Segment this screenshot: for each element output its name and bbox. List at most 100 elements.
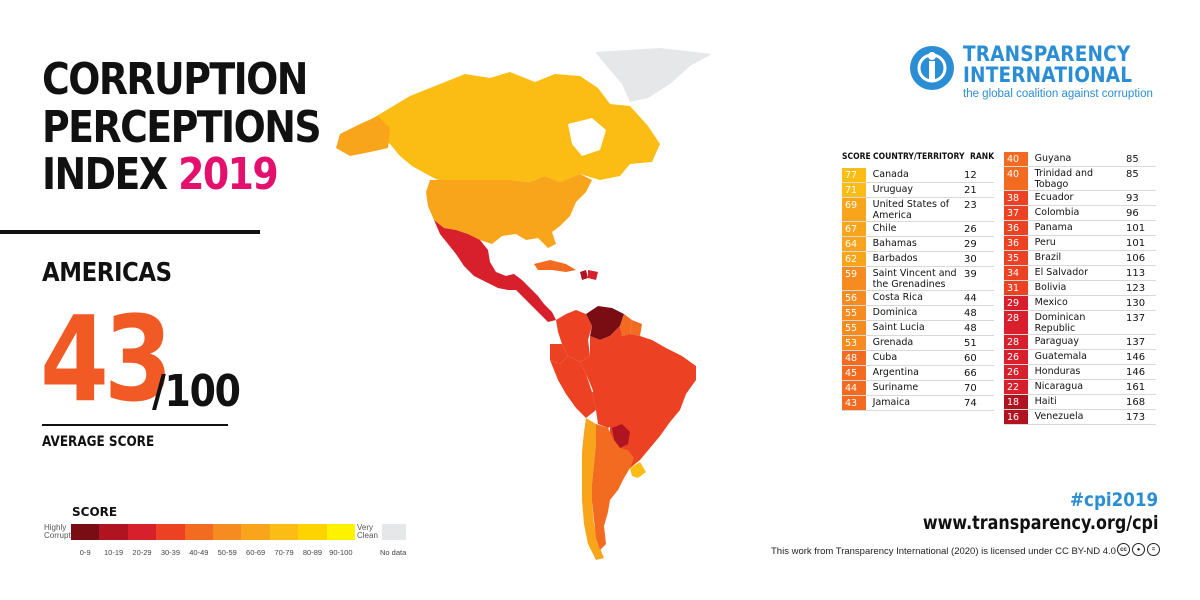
row-country: Jamaica bbox=[872, 397, 911, 408]
transparency-international-logo[interactable]: TRANSPARENCY INTERNATIONAL the global co… bbox=[908, 44, 1168, 104]
hashtag-link[interactable]: #cpi2019 bbox=[1069, 489, 1158, 511]
row-country: Grenada bbox=[872, 337, 914, 348]
row-score: 53 bbox=[842, 336, 866, 350]
table-row: 16 Venezuela 173 bbox=[1004, 410, 1156, 425]
row-rank: 168 bbox=[1126, 397, 1146, 408]
table-row: 26 Honduras 146 bbox=[1004, 365, 1156, 380]
row-country: Chile bbox=[872, 223, 897, 234]
creative-commons-icon: cc bbox=[1117, 543, 1130, 556]
legend-swatch bbox=[127, 524, 157, 540]
row-score: 22 bbox=[1004, 380, 1028, 394]
row-country: El Salvador bbox=[1034, 267, 1088, 278]
map-greenland bbox=[595, 48, 712, 102]
header-score: SCORE bbox=[842, 152, 871, 162]
table-row: 44 Suriname 70 bbox=[842, 381, 994, 396]
row-score: 26 bbox=[1004, 365, 1028, 379]
header-country: COUNTRY/TERRITORY bbox=[873, 152, 965, 162]
row-rank: 85 bbox=[1126, 169, 1139, 180]
website-link[interactable]: www.transparency.org/cpi bbox=[922, 512, 1158, 534]
table-row: 67 Chile 26 bbox=[842, 222, 994, 237]
header-rank: RANK bbox=[970, 152, 995, 162]
row-rank: 39 bbox=[964, 269, 977, 280]
map-hudson-bay bbox=[568, 118, 606, 156]
legend-swatch bbox=[213, 524, 242, 540]
row-score: 56 bbox=[842, 291, 866, 305]
row-country: Panama bbox=[1034, 222, 1073, 233]
legend-swatch bbox=[298, 524, 327, 540]
title-line-1: CORRUPTION bbox=[42, 54, 308, 105]
row-country: Bolivia bbox=[1034, 282, 1067, 293]
table-row: 43 Jamaica 74 bbox=[842, 396, 994, 411]
row-country: Guatemala bbox=[1034, 351, 1087, 362]
cc-license-icons[interactable]: cc ● = bbox=[1117, 543, 1160, 556]
table-row: 18 Haiti 168 bbox=[1004, 395, 1156, 410]
row-rank: 48 bbox=[964, 308, 977, 319]
row-rank: 12 bbox=[964, 170, 977, 181]
table-row: 64 Bahamas 29 bbox=[842, 237, 994, 252]
legend-swatch bbox=[156, 524, 185, 540]
row-rank: 23 bbox=[964, 200, 977, 211]
legend-high-label: Very Clean bbox=[357, 523, 378, 541]
row-rank: 44 bbox=[964, 293, 977, 304]
map-paraguay bbox=[612, 424, 630, 448]
logo-wordmark: TRANSPARENCY INTERNATIONAL bbox=[963, 44, 1132, 86]
transparency-international-logo-icon bbox=[910, 46, 954, 90]
row-score: 31 bbox=[1004, 281, 1028, 295]
row-score: 71 bbox=[842, 183, 866, 197]
table-row: 56 Costa Rica 44 bbox=[842, 291, 994, 306]
table-row: 28 Paraguay 137 bbox=[1004, 335, 1156, 350]
table-row: 35 Brazil 106 bbox=[1004, 251, 1156, 266]
map-brazil bbox=[580, 326, 696, 468]
row-score: 69 bbox=[842, 198, 866, 221]
table-row: 71 Uruguay 21 bbox=[842, 183, 994, 198]
row-score: 28 bbox=[1004, 335, 1028, 349]
legend-range-label: 0-9 bbox=[79, 548, 91, 557]
legend-range-label: 50-59 bbox=[217, 548, 237, 557]
row-country: Barbados bbox=[872, 253, 918, 264]
row-score: 28 bbox=[1004, 311, 1028, 334]
map-haiti bbox=[580, 270, 588, 280]
row-country: Dominican Republic bbox=[1034, 312, 1086, 334]
row-score: 16 bbox=[1004, 410, 1028, 424]
row-rank: 123 bbox=[1126, 283, 1146, 294]
legend-range-label: 20-29 bbox=[132, 548, 152, 557]
americas-choropleth-map bbox=[336, 48, 712, 560]
legend-range-labels: 0-9 10-19 20-29 30-39 40-49 50-59 60-69 70-79 80… bbox=[71, 548, 355, 557]
table-row: 26 Guatemala 146 bbox=[1004, 350, 1156, 365]
map-argentina bbox=[592, 424, 634, 550]
row-score: 35 bbox=[1004, 251, 1028, 265]
score-table-left: 77 Canada 12 71 Uruguay 21 69 United States of … bbox=[842, 168, 994, 411]
legend-swatch bbox=[184, 524, 214, 540]
row-country: Dominica bbox=[872, 307, 918, 318]
row-country: Nicaragua bbox=[1034, 381, 1084, 392]
no-derivatives-icon: = bbox=[1147, 543, 1160, 556]
table-row: 31 Bolivia 123 bbox=[1004, 281, 1156, 296]
table-row: 29 Mexico 130 bbox=[1004, 296, 1156, 311]
row-score: 59 bbox=[842, 267, 866, 290]
row-score: 26 bbox=[1004, 350, 1028, 364]
row-score: 55 bbox=[842, 306, 866, 320]
row-rank: 137 bbox=[1126, 313, 1146, 324]
map-cuba bbox=[534, 260, 576, 272]
row-score: 67 bbox=[842, 222, 866, 236]
row-rank: 113 bbox=[1126, 268, 1146, 279]
score-divider bbox=[42, 424, 228, 426]
legend-no-data-label: No data bbox=[380, 548, 407, 557]
average-score-out-of: /100 bbox=[152, 366, 241, 417]
legend-range-label: 10-19 bbox=[104, 548, 124, 557]
map-peru bbox=[550, 356, 596, 418]
legend-swatch bbox=[326, 524, 356, 540]
row-country: Trinidad and Tobago bbox=[1034, 168, 1094, 190]
row-rank: 93 bbox=[1126, 193, 1139, 204]
row-rank: 101 bbox=[1126, 238, 1146, 249]
legend-low-label: Highly Corrupt bbox=[44, 523, 71, 541]
row-country: Suriname bbox=[872, 382, 919, 393]
legend-swatch bbox=[71, 524, 100, 540]
map-canada bbox=[344, 72, 660, 182]
map-usa bbox=[426, 174, 592, 248]
page-title: CORRUPTION PERCEPTIONS INDEX 2019 bbox=[42, 54, 322, 199]
legend-swatch bbox=[241, 524, 270, 540]
logo-name-line-2: INTERNATIONAL bbox=[963, 63, 1133, 87]
row-score: 37 bbox=[1004, 206, 1028, 220]
score-table-right: 40 Guyana 85 40 Trinidad and Tobago 85 38 Ecuad… bbox=[1004, 152, 1156, 425]
